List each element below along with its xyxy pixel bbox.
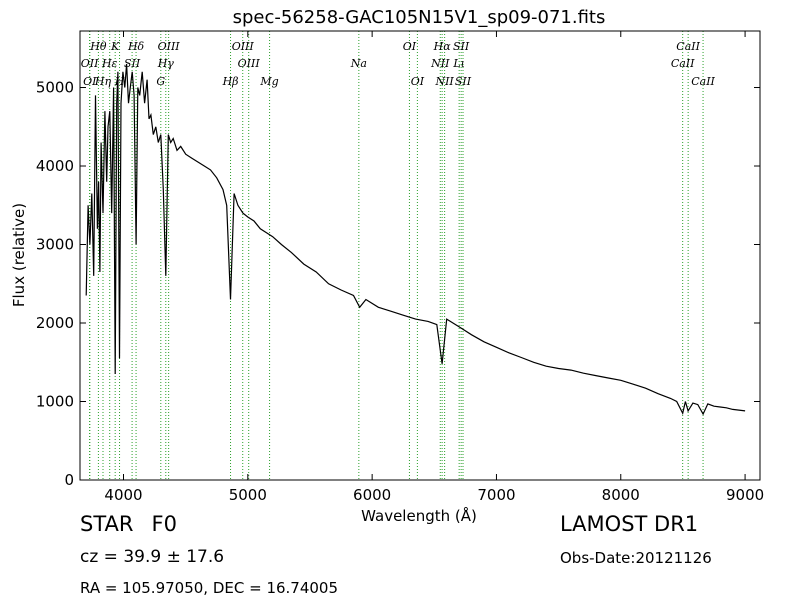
spectrum-line bbox=[85, 63, 746, 416]
y-tick-label: 1000 bbox=[36, 393, 74, 411]
chart-title: spec-56258-GAC105N15V1_sp09-071.fits bbox=[233, 7, 606, 28]
y-tick-label: 3000 bbox=[36, 236, 74, 254]
x-tick-label: 5000 bbox=[229, 486, 267, 504]
line-marker-label: NII bbox=[434, 75, 454, 88]
line-marker-label: Hδ bbox=[127, 40, 145, 53]
line-marker-label: OI bbox=[411, 75, 425, 88]
line-marker-label: SII bbox=[124, 57, 141, 70]
y-tick-label: 5000 bbox=[36, 79, 74, 97]
ra-dec-coordinates: RA = 105.97050, DEC = 16.74005 bbox=[80, 579, 339, 597]
x-tick-label: 8000 bbox=[602, 486, 640, 504]
line-marker-label: CaII bbox=[691, 75, 715, 88]
object-class: STAR bbox=[80, 512, 134, 536]
y-tick-label: 2000 bbox=[36, 314, 74, 332]
x-tick-label: 6000 bbox=[353, 486, 391, 504]
x-axis-ticks: 4000 5000 6000 7000 8000 9000 bbox=[104, 31, 764, 504]
x-axis-label: Wavelength (Å) bbox=[361, 506, 477, 525]
line-marker-label: NII bbox=[430, 57, 450, 70]
plot-frame bbox=[79, 30, 761, 481]
line-marker-label: OIII bbox=[232, 40, 255, 53]
line-marker-label: Hθ bbox=[89, 40, 107, 53]
emission-line-markers bbox=[89, 31, 704, 480]
x-tick-label: 9000 bbox=[726, 486, 764, 504]
observation-date: Obs-Date:20121126 bbox=[560, 549, 712, 567]
line-marker-label: H bbox=[114, 75, 125, 88]
y-tick-label: 0 bbox=[64, 471, 74, 489]
line-marker-label: OI bbox=[403, 40, 417, 53]
line-marker-label: OI bbox=[83, 75, 97, 88]
line-marker-label: Hα bbox=[433, 40, 452, 53]
line-marker-label: SII bbox=[453, 40, 470, 53]
y-tick-label: 4000 bbox=[36, 157, 74, 175]
line-marker-label: K bbox=[110, 40, 120, 53]
line-marker-label: G bbox=[156, 75, 165, 88]
line-marker-label: CaII bbox=[671, 57, 695, 70]
line-marker-label: SII bbox=[455, 75, 472, 88]
line-marker-label: OIII bbox=[238, 57, 261, 70]
line-marker-label: Hβ bbox=[222, 75, 239, 88]
line-marker-label: Mg bbox=[259, 75, 278, 88]
redshift-cz: cz = 39.9 ± 17.6 bbox=[80, 547, 225, 567]
line-marker-label: Na bbox=[350, 57, 367, 70]
line-marker-label: Hγ bbox=[157, 57, 175, 70]
classification: STAR F0 bbox=[80, 512, 177, 536]
y-axis-ticks: 0 1000 2000 3000 4000 5000 bbox=[36, 79, 760, 489]
line-marker-label: Lι bbox=[452, 57, 465, 70]
line-marker-label: OIII bbox=[158, 40, 181, 53]
line-marker-label: CaII bbox=[676, 40, 700, 53]
line-marker-label: Hη bbox=[94, 75, 112, 88]
x-tick-label: 7000 bbox=[477, 486, 515, 504]
survey-name: LAMOST DR1 bbox=[560, 512, 699, 536]
y-axis-label: Flux (relative) bbox=[10, 203, 28, 307]
x-tick-label: 4000 bbox=[104, 486, 142, 504]
object-subclass: F0 bbox=[151, 512, 177, 536]
line-marker-label: Hε bbox=[101, 57, 118, 70]
line-marker-label: OII bbox=[81, 57, 99, 70]
